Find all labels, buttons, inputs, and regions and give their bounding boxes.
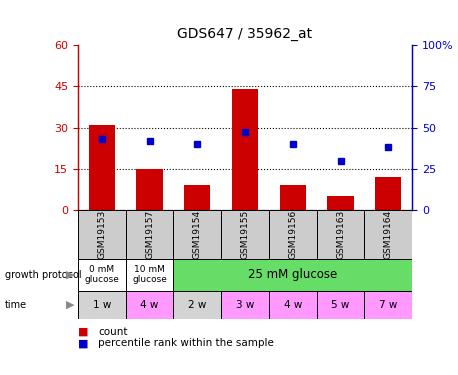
Text: GSM19163: GSM19163 [336, 210, 345, 259]
Bar [269, 291, 316, 319]
Title: GDS647 / 35962_at: GDS647 / 35962_at [177, 27, 313, 41]
Bar [136, 169, 163, 210]
Text: 1 w: 1 w [93, 300, 111, 310]
Text: 4 w: 4 w [140, 300, 158, 310]
Bar [232, 89, 258, 210]
Bar [78, 259, 125, 291]
Text: GSM19156: GSM19156 [288, 210, 297, 259]
Text: 7 w: 7 w [379, 300, 398, 310]
Bar [88, 125, 115, 210]
Bar [316, 291, 365, 319]
Text: ▶: ▶ [66, 300, 75, 310]
Text: ■: ■ [78, 327, 88, 337]
Text: ▶: ▶ [66, 270, 75, 280]
Text: GSM19164: GSM19164 [384, 210, 393, 259]
Text: 10 mM
glucose: 10 mM glucose [132, 265, 167, 284]
Bar [365, 210, 412, 259]
Text: count: count [98, 327, 128, 337]
Bar [125, 291, 174, 319]
Bar [365, 291, 412, 319]
Bar [327, 196, 354, 210]
Bar [316, 210, 365, 259]
Text: 5 w: 5 w [332, 300, 350, 310]
Bar [78, 210, 125, 259]
Text: percentile rank within the sample: percentile rank within the sample [98, 339, 274, 348]
Text: 25 mM glucose: 25 mM glucose [248, 268, 338, 281]
Text: 2 w: 2 w [188, 300, 207, 310]
Text: growth protocol: growth protocol [5, 270, 81, 280]
Bar [221, 210, 269, 259]
Text: GSM19153: GSM19153 [97, 210, 106, 259]
Bar [184, 185, 210, 210]
Text: 4 w: 4 w [284, 300, 302, 310]
Bar [174, 259, 412, 291]
Text: GSM19157: GSM19157 [145, 210, 154, 259]
Bar [125, 259, 174, 291]
Text: ■: ■ [78, 339, 88, 348]
Text: 0 mM
glucose: 0 mM glucose [84, 265, 119, 284]
Text: GSM19155: GSM19155 [240, 210, 250, 259]
Text: time: time [5, 300, 27, 310]
Text: GSM19154: GSM19154 [193, 210, 202, 259]
Bar [375, 177, 402, 210]
Bar [174, 291, 221, 319]
Bar [78, 291, 125, 319]
Bar [174, 210, 221, 259]
Bar [280, 185, 306, 210]
Text: 3 w: 3 w [236, 300, 254, 310]
Bar [269, 210, 316, 259]
Bar [221, 291, 269, 319]
Bar [125, 210, 174, 259]
